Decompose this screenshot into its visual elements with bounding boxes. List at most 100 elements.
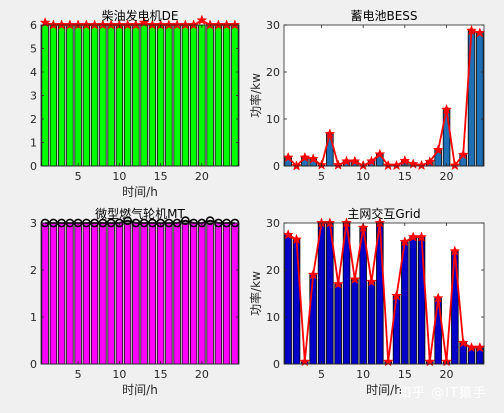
bar xyxy=(123,222,132,365)
plot-area xyxy=(41,25,239,166)
data-point xyxy=(374,217,386,228)
bar xyxy=(156,222,165,365)
y-tick-label: 5 xyxy=(30,43,37,56)
data-point xyxy=(391,159,402,171)
x-tick-label: 5 xyxy=(318,368,325,381)
bar xyxy=(351,278,359,365)
axes-box xyxy=(283,24,485,167)
bar xyxy=(107,24,115,167)
series-line xyxy=(287,222,480,362)
data-point xyxy=(366,276,377,287)
plot-area xyxy=(41,223,239,364)
subplot-3: 5 10 15 20 0 1 2 3 微型燃气轮机MT 时间/h xyxy=(30,206,240,397)
bar xyxy=(214,24,223,167)
data-point xyxy=(130,19,142,30)
bar xyxy=(66,222,74,365)
bar xyxy=(148,24,157,167)
data-point xyxy=(332,159,344,170)
bar xyxy=(57,24,66,167)
data-point xyxy=(291,233,302,245)
x-tick-label: 20 xyxy=(440,368,454,381)
bar xyxy=(57,222,66,365)
bar xyxy=(74,24,82,167)
bar xyxy=(132,24,140,167)
bar xyxy=(74,222,82,365)
axes-box xyxy=(40,222,240,365)
data-point xyxy=(291,160,302,171)
x-tick-label: 10 xyxy=(112,170,126,183)
y-tick-label: 2 xyxy=(30,264,37,277)
data-point xyxy=(349,155,361,166)
bar xyxy=(284,234,292,365)
bar xyxy=(222,222,231,365)
bar xyxy=(476,32,484,167)
bar xyxy=(367,281,376,365)
x-tick-label: 20 xyxy=(440,170,454,183)
bar xyxy=(206,222,214,365)
data-point xyxy=(441,103,452,115)
y-tick-label: 1 xyxy=(30,137,37,150)
bar xyxy=(198,24,206,167)
chart-title: 蓄电池BESS xyxy=(350,9,417,23)
bar xyxy=(41,222,49,365)
axes-box xyxy=(283,222,485,365)
data-point xyxy=(457,148,469,160)
bar xyxy=(326,133,334,167)
y-tick-label: 30 xyxy=(266,19,280,32)
bar xyxy=(66,24,74,167)
bar xyxy=(309,274,317,365)
bar xyxy=(417,236,426,365)
y-axis-label: 功率/kw xyxy=(248,271,263,316)
data-point xyxy=(341,217,352,228)
data-point xyxy=(123,216,132,226)
data-point xyxy=(449,159,461,171)
bar xyxy=(467,30,476,167)
chart-title: 主网交互Grid xyxy=(347,206,420,221)
bar xyxy=(214,222,223,365)
data-point xyxy=(466,24,477,36)
data-point xyxy=(332,278,344,289)
y-tick-label: 10 xyxy=(266,113,280,126)
y-tick-label: 4 xyxy=(30,66,37,79)
bar xyxy=(189,24,198,167)
bar xyxy=(317,222,326,365)
bar xyxy=(222,24,231,167)
bar xyxy=(123,24,132,167)
data-point xyxy=(432,292,444,303)
bar xyxy=(173,222,181,365)
bar xyxy=(198,222,206,365)
bar xyxy=(49,24,58,167)
x-tick-label: 10 xyxy=(112,368,126,381)
x-tick-label: 15 xyxy=(154,368,168,381)
bar xyxy=(181,24,190,167)
y-tick-label: 2 xyxy=(30,113,37,126)
bar xyxy=(292,238,301,365)
bar xyxy=(148,222,157,365)
x-tick-label: 5 xyxy=(75,170,82,183)
bar xyxy=(334,283,342,365)
data-point xyxy=(416,159,427,171)
x-tick-label: 15 xyxy=(398,170,412,183)
data-point xyxy=(299,151,311,163)
y-tick-label: 3 xyxy=(30,90,37,103)
bar xyxy=(189,222,198,365)
y-tick-label: 10 xyxy=(266,311,280,324)
data-point xyxy=(432,144,444,155)
bar xyxy=(115,222,124,365)
data-point xyxy=(399,155,411,166)
bar xyxy=(206,24,214,167)
bar xyxy=(434,297,442,365)
data-point xyxy=(205,216,215,226)
data-point xyxy=(416,231,427,242)
bar xyxy=(82,222,91,365)
data-point xyxy=(196,14,208,25)
y-tick-label: 0 xyxy=(30,358,37,371)
data-point xyxy=(324,217,336,228)
subplot-2: 5 10 15 20 0 10 20 30 蓄电池BESS 功率/kw xyxy=(248,9,486,183)
bar xyxy=(165,222,173,365)
y-tick-label: 3 xyxy=(30,217,37,230)
chart-title: 柴油发电机DE xyxy=(102,8,179,23)
subplot-4: 5 10 15 20 0 10 20 30 主网交互Grid 时间/h 功率/kw xyxy=(248,206,486,397)
bar xyxy=(231,222,239,365)
x-tick-label: 20 xyxy=(195,170,209,183)
